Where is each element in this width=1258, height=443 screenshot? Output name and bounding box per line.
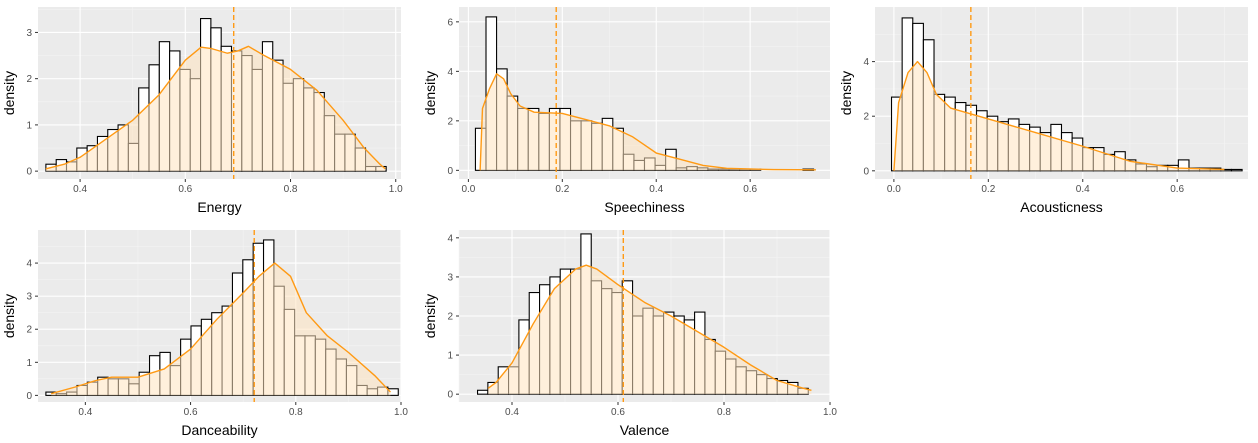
x-tick-label: 0.2: [555, 184, 569, 195]
y-tick-label: 0: [447, 166, 453, 177]
x-tick-label: 0.0: [887, 184, 901, 195]
x-tick-label: 0.6: [178, 184, 192, 195]
chart-panel-energy: 0.4 0.6 0.8 1.0 0 1 2 3 Energy density: [1, 7, 403, 215]
density-line: [893, 60, 1225, 171]
x-tick-label: 0.4: [73, 184, 87, 195]
y-tick-label: 2: [863, 112, 869, 123]
y-tick-label: 1: [26, 358, 32, 369]
y-tick-label: 4: [26, 259, 32, 270]
x-tick-label: 0.8: [289, 407, 303, 418]
x-tick-label: 1.0: [394, 407, 408, 418]
chart-panel-danceability: 0.4 0.6 0.8 1.0 0 1 2 3 4 Danceability density: [1, 230, 408, 438]
x-tick-label: 1.0: [823, 407, 837, 418]
density-line: [479, 73, 816, 171]
histogram-bar: [1230, 168, 1243, 172]
x-tick-label: 0.2: [981, 184, 995, 195]
y-tick-label: 0: [26, 391, 32, 402]
density-area: [480, 73, 816, 171]
y-tick-label: 1: [447, 351, 453, 362]
x-tick-label: 0.8: [717, 407, 731, 418]
x-axis-title: Valence: [620, 422, 670, 438]
y-axis-title: density: [1, 294, 17, 338]
x-tick-label: 0.6: [1170, 184, 1184, 195]
y-tick-label: 4: [863, 57, 869, 68]
y-tick-label: 0: [26, 167, 32, 178]
x-tick-label: 1.0: [389, 184, 403, 195]
density-area: [51, 263, 391, 396]
histogram-bar: [476, 389, 489, 395]
x-tick-label: 0.4: [649, 184, 663, 195]
x-axis-title: Speechiness: [604, 199, 684, 215]
x-axis-title: Acousticness: [1020, 199, 1102, 215]
y-tick-label: 3: [26, 292, 32, 303]
y-tick-label: 4: [447, 67, 453, 78]
y-tick-label: 6: [447, 17, 453, 28]
y-axis-title: density: [422, 294, 438, 338]
x-tick-label: 0.4: [1076, 184, 1090, 195]
x-tick-label: 0.0: [461, 184, 475, 195]
y-tick-label: 0: [447, 390, 453, 401]
y-tick-label: 1: [26, 120, 32, 131]
y-tick-label: 3: [447, 272, 453, 283]
x-tick-label: 0.6: [611, 407, 625, 418]
density-area: [488, 265, 812, 395]
x-tick-label: 0.4: [78, 407, 92, 418]
chart-panel-acousticness: 0.0 0.2 0.4 0.6 0 2 4 Acousticness density: [838, 7, 1248, 215]
y-axis-title: density: [838, 71, 854, 115]
x-tick-label: 0.6: [184, 407, 198, 418]
chart-panel-speechiness: 0.0 0.2 0.4 0.6 0 2 4 6 Speechiness density: [422, 7, 830, 215]
x-tick-label: 0.6: [743, 184, 757, 195]
density-area: [893, 61, 1225, 171]
y-tick-label: 2: [26, 74, 32, 85]
chart-panel-valence: 0.4 0.6 0.8 1.0 0 1 2 3 4 Valence density: [422, 230, 837, 438]
y-tick-label: 4: [447, 233, 453, 244]
y-tick-label: 3: [26, 28, 32, 39]
y-axis-title: density: [422, 71, 438, 115]
x-tick-label: 0.4: [505, 407, 519, 418]
y-tick-label: 2: [447, 116, 453, 127]
y-tick-label: 2: [447, 312, 453, 323]
x-axis-title: Danceability: [181, 422, 257, 438]
density-line: [45, 45, 386, 170]
density-line: [487, 264, 812, 391]
y-tick-label: 0: [863, 166, 869, 177]
y-axis-title: density: [1, 71, 17, 115]
x-tick-label: 0.8: [284, 184, 298, 195]
y-tick-label: 2: [26, 325, 32, 336]
x-axis-title: Energy: [197, 199, 241, 215]
density-line: [50, 262, 391, 395]
